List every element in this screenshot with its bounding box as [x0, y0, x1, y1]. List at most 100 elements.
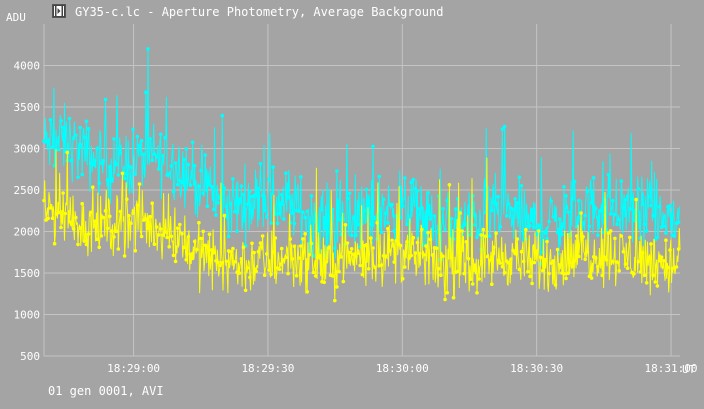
data-point [294, 273, 299, 278]
data-point [543, 257, 547, 262]
data-point [248, 275, 252, 280]
data-point [515, 237, 520, 241]
data-point [152, 242, 157, 246]
data-point [330, 274, 335, 278]
data-point [267, 268, 271, 272]
data-point [347, 191, 352, 196]
data-point [135, 203, 140, 208]
data-point [279, 192, 284, 197]
data-point [604, 257, 609, 262]
film-frame-icon[interactable] [52, 4, 66, 18]
data-point [451, 295, 456, 300]
data-point [103, 209, 108, 213]
data-point [388, 248, 392, 253]
data-point [415, 189, 420, 193]
data-point [557, 263, 562, 267]
data-point [277, 211, 282, 216]
data-point [517, 267, 522, 272]
data-point [67, 116, 72, 121]
data-point [585, 189, 590, 194]
data-point [260, 234, 265, 238]
data-point [195, 196, 199, 200]
data-point [400, 277, 405, 281]
data-point [664, 238, 668, 242]
data-point [581, 235, 585, 239]
data-point [364, 243, 369, 247]
data-point [86, 232, 91, 236]
data-point [150, 201, 154, 205]
data-point [129, 221, 133, 225]
data-point [564, 276, 568, 281]
data-point [61, 191, 65, 195]
data-point [148, 137, 152, 141]
data-point [498, 225, 503, 229]
data-point [93, 219, 97, 223]
data-point [209, 248, 214, 252]
data-point [279, 246, 284, 251]
data-point [167, 172, 171, 176]
data-point [269, 221, 273, 225]
data-point [326, 246, 331, 250]
data-point [220, 113, 225, 118]
data-point [150, 158, 154, 162]
data-point [441, 254, 445, 259]
data-point [190, 140, 195, 145]
data-point [201, 191, 205, 196]
data-point [536, 223, 541, 227]
data-point [212, 207, 216, 212]
data-point [417, 251, 422, 256]
data-point [184, 147, 188, 151]
data-point [640, 202, 645, 207]
data-point [245, 202, 250, 206]
data-point [131, 127, 135, 131]
data-point [634, 197, 638, 202]
data-point [373, 216, 377, 220]
data-point [362, 209, 367, 213]
data-point [666, 265, 670, 270]
data-point [545, 239, 549, 244]
data-point [549, 199, 553, 203]
data-point [345, 241, 350, 245]
data-point [358, 263, 363, 268]
data-point [608, 212, 613, 216]
data-point [175, 182, 180, 187]
data-point [169, 234, 174, 239]
x-tick-labels: 18:29:00 18:29:30 18:30:00 18:30:30 18:31:00 [107, 362, 697, 375]
data-point [587, 224, 592, 228]
data-point [386, 221, 390, 225]
data-point [517, 175, 522, 179]
data-point [392, 260, 397, 264]
data-point [205, 245, 210, 250]
data-point [383, 211, 388, 215]
data-point [545, 236, 549, 241]
data-point [354, 233, 358, 238]
data-point [120, 171, 125, 176]
data-point [118, 209, 123, 214]
data-point [494, 231, 498, 236]
data-point [108, 164, 112, 169]
data-point [428, 237, 433, 242]
data-point [644, 281, 649, 285]
data-point [653, 280, 657, 284]
data-point [154, 154, 159, 159]
data-point [424, 244, 428, 248]
data-point [594, 206, 598, 211]
data-point [220, 260, 225, 265]
data-point [462, 271, 467, 276]
data-point [112, 137, 116, 141]
data-point [507, 261, 511, 265]
data-point [526, 269, 530, 274]
data-point [415, 240, 420, 245]
data-point [137, 182, 142, 186]
data-point [57, 147, 61, 152]
data-point [640, 251, 645, 255]
data-point [335, 169, 339, 173]
data-point [371, 246, 375, 250]
data-point [271, 165, 276, 169]
data-point [532, 225, 537, 230]
data-point [630, 196, 634, 201]
data-point [551, 259, 556, 263]
data-point [642, 273, 647, 278]
data-point [163, 135, 167, 140]
